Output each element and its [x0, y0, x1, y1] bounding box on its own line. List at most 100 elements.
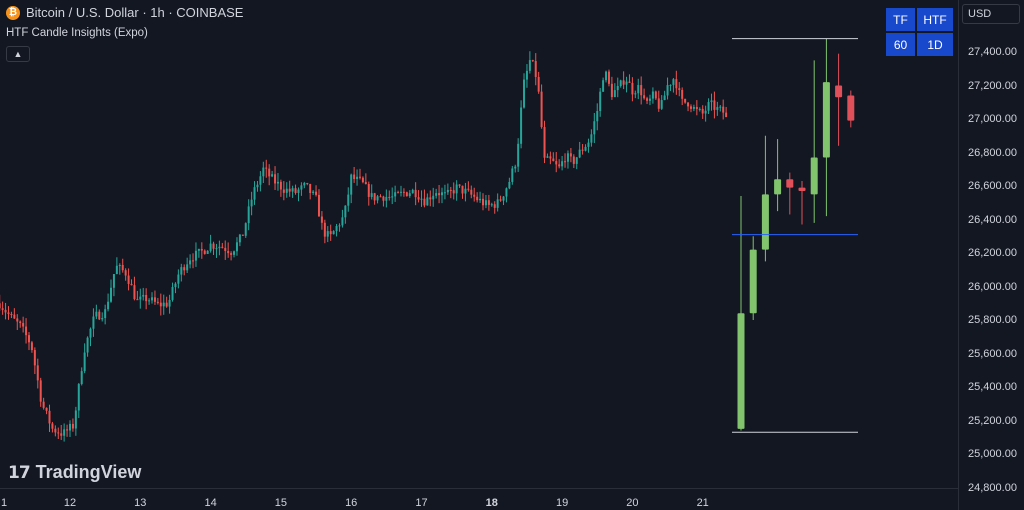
- time-axis[interactable]: 1 12 13 14 15 16 17 18 19 20 21: [0, 488, 958, 510]
- time-label: 1: [0, 497, 8, 509]
- hourly-candle-body: [376, 196, 379, 201]
- hourly-candle-body: [716, 107, 719, 110]
- indicator-name[interactable]: HTF Candle Insights (Expo): [6, 27, 148, 39]
- hourly-candle-body: [110, 287, 113, 302]
- hourly-candle-body: [561, 161, 564, 167]
- hourly-candle-body: [315, 191, 318, 195]
- time-label: 18: [485, 497, 498, 509]
- hourly-candle-body: [528, 60, 531, 71]
- hourly-candle-body: [19, 321, 22, 324]
- hourly-candle-body: [441, 192, 444, 196]
- hourly-candle-body: [347, 194, 350, 206]
- price-label: 26,400.00: [968, 213, 1017, 226]
- hourly-candle-body: [209, 243, 212, 251]
- price-label: 27,400.00: [968, 46, 1017, 58]
- symbol-title[interactable]: Bitcoin / U.S. Dollar · 1h · COINBASE: [26, 5, 244, 20]
- htf-candle-body: [737, 313, 745, 429]
- hourly-candle-body: [80, 371, 83, 385]
- htf-candle-body: [749, 249, 757, 314]
- hourly-candle-body: [344, 205, 347, 218]
- hourly-candle-body: [265, 167, 268, 169]
- hourly-candle-body: [552, 158, 555, 162]
- hourly-candle-body: [250, 199, 253, 207]
- hourly-candle-body: [722, 106, 725, 113]
- hourly-candle-body: [60, 433, 63, 436]
- htf-candle-body: [761, 194, 769, 250]
- hourly-candle-body: [306, 182, 309, 185]
- hourly-candle-body: [613, 90, 616, 98]
- hourly-candle-body: [303, 182, 306, 186]
- hourly-candle-body: [136, 299, 139, 301]
- hourly-candle-body: [197, 248, 200, 251]
- hourly-candle-body: [382, 196, 385, 201]
- hourly-candle-body: [215, 248, 218, 250]
- hourly-candle-body: [435, 193, 438, 196]
- hourly-candle-body: [51, 423, 54, 429]
- tradingview-logo[interactable]: 17 TradingView: [8, 462, 141, 483]
- htf-candle-body: [847, 95, 855, 121]
- hourly-candle-body: [162, 302, 165, 307]
- hourly-candle-body: [276, 181, 279, 184]
- hourly-candle-body: [399, 191, 402, 193]
- time-label: 15: [274, 497, 288, 509]
- price-label: 27,200.00: [968, 79, 1017, 92]
- hourly-candle-body: [186, 264, 189, 271]
- hourly-candle-body: [511, 168, 514, 182]
- hourly-candle-body: [282, 189, 285, 193]
- price-label: 25,800.00: [968, 314, 1017, 326]
- hourly-candle-body: [115, 265, 118, 275]
- hourly-candle-body: [253, 187, 256, 200]
- hourly-candle-body: [593, 121, 596, 135]
- currency-selector[interactable]: USD: [962, 4, 1020, 24]
- hourly-candle-body: [244, 223, 247, 236]
- hourly-candle-body: [300, 185, 303, 190]
- hourly-candle-body: [394, 192, 397, 197]
- price-chart[interactable]: [0, 0, 958, 488]
- collapse-indicators-button[interactable]: ▲: [6, 46, 30, 62]
- hourly-candle-body: [517, 143, 520, 167]
- hourly-candle-body: [107, 301, 110, 310]
- hourly-candle-body: [192, 260, 195, 262]
- hourly-candle-body: [159, 302, 162, 307]
- price-scale[interactable]: [958, 0, 1024, 510]
- hourly-candle-body: [332, 231, 335, 235]
- hourly-candle-body: [596, 111, 599, 122]
- hourly-candle-body: [476, 196, 479, 201]
- hourly-candle-body: [98, 311, 101, 320]
- hourly-candle-body: [701, 108, 704, 114]
- hourly-candle-body: [414, 189, 417, 198]
- hourly-candle-body: [684, 98, 687, 103]
- hourly-candle-body: [479, 198, 482, 201]
- hourly-candle-body: [118, 264, 121, 266]
- hourly-candle-body: [426, 197, 429, 206]
- hourly-candle-body: [370, 193, 373, 197]
- hourly-candle-body: [678, 88, 681, 90]
- hourly-candle-body: [39, 380, 42, 402]
- chart-area[interactable]: [0, 0, 958, 488]
- hourly-candle-body: [288, 188, 291, 192]
- hourly-candle-body: [458, 184, 461, 186]
- hourly-candle-body: [168, 299, 171, 307]
- price-label: 26,200.00: [968, 247, 1017, 259]
- hourly-candle-body: [689, 106, 692, 109]
- hourly-candle-body: [558, 164, 561, 167]
- tradingview-mark: 17: [8, 462, 31, 483]
- hourly-candle-body: [484, 200, 487, 206]
- hourly-candle-body: [320, 216, 323, 223]
- hourly-candle-body: [268, 168, 271, 177]
- hourly-candle-body: [13, 314, 16, 319]
- hourly-candle-body: [294, 188, 297, 193]
- symbol-header[interactable]: ₿ Bitcoin / U.S. Dollar · 1h · COINBASE: [6, 5, 243, 20]
- hourly-candle-body: [235, 242, 238, 252]
- hourly-candle-body: [16, 318, 19, 322]
- hourly-candle-body: [446, 189, 449, 193]
- hourly-candle-body: [142, 294, 145, 297]
- time-label: 20: [626, 497, 639, 509]
- hourly-candle-body: [455, 184, 458, 194]
- hourly-candle-body: [238, 234, 241, 243]
- hourly-candle-body: [385, 196, 388, 201]
- hourly-candle-body: [537, 76, 540, 92]
- hourly-candle-body: [323, 222, 326, 237]
- htf-table-htf-header: HTF: [917, 8, 953, 31]
- htf-candle-body: [810, 157, 818, 195]
